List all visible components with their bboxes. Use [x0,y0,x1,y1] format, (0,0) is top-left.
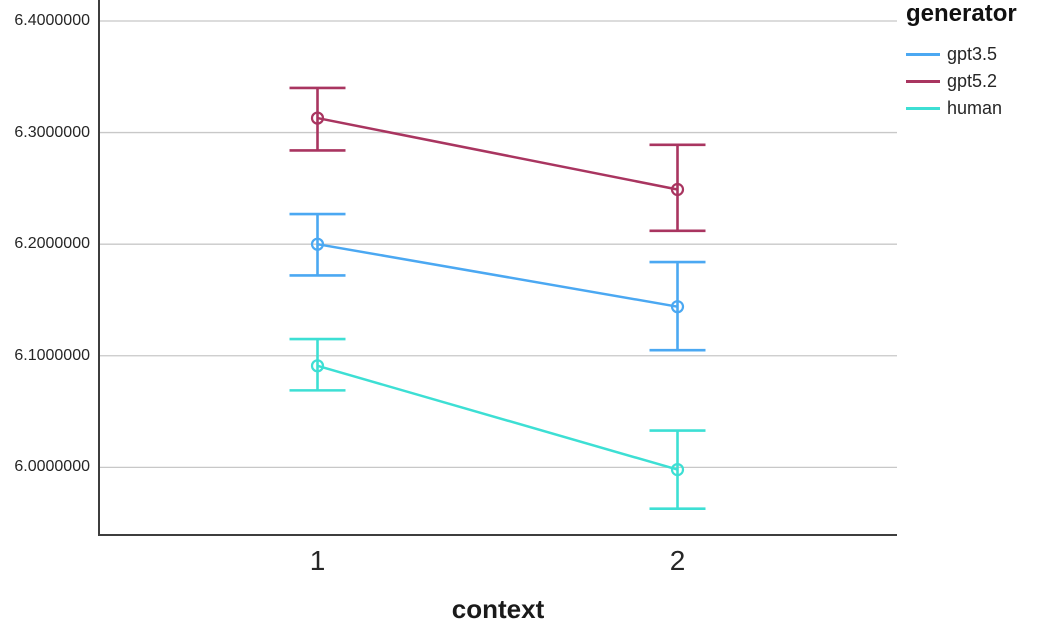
series-line-gpt5.2 [317,116,678,191]
legend-title: generator [906,0,1017,27]
legend-item-gpt3.5: gpt3.5 [906,41,1046,68]
legend-swatch-icon [906,107,940,110]
x-tick-label: 1 [309,545,326,576]
legend: generator gpt3.5 gpt5.2 human [906,0,1046,122]
data-point-gpt3.5-context-1 [310,237,325,251]
legend-item-label: gpt5.2 [947,71,998,91]
x-axis-title: context [451,594,545,624]
legend-swatch-icon [906,80,940,83]
legend-item-gpt5.2: gpt5.2 [906,68,1046,95]
x-tick-label: 2 [669,545,686,576]
data-point-human-context-1 [310,359,325,373]
y-tick-label: 6.3000000 [14,123,90,141]
legend-item-label: gpt3.5 [947,44,998,64]
y-tick-label: 6.0000000 [14,458,90,476]
y-tick-label: 6.2000000 [14,235,90,253]
data-point-gpt5.2-context-2 [670,182,685,197]
legend-swatch-icon [906,53,940,56]
series-line-human [317,364,678,471]
y-tick-label: 6.4000000 [14,11,90,29]
series-line-gpt3.5 [317,242,678,308]
legend-item-label: human [947,98,1003,118]
legend-item-human: human [906,95,1046,122]
data-point-human-context-2 [670,463,685,477]
legend-items: gpt3.5 gpt5.2 human [906,41,1046,122]
data-point-gpt5.2-context-1 [310,111,325,125]
y-tick-label: 6.1000000 [14,346,90,364]
data-point-gpt3.5-context-2 [670,300,685,314]
